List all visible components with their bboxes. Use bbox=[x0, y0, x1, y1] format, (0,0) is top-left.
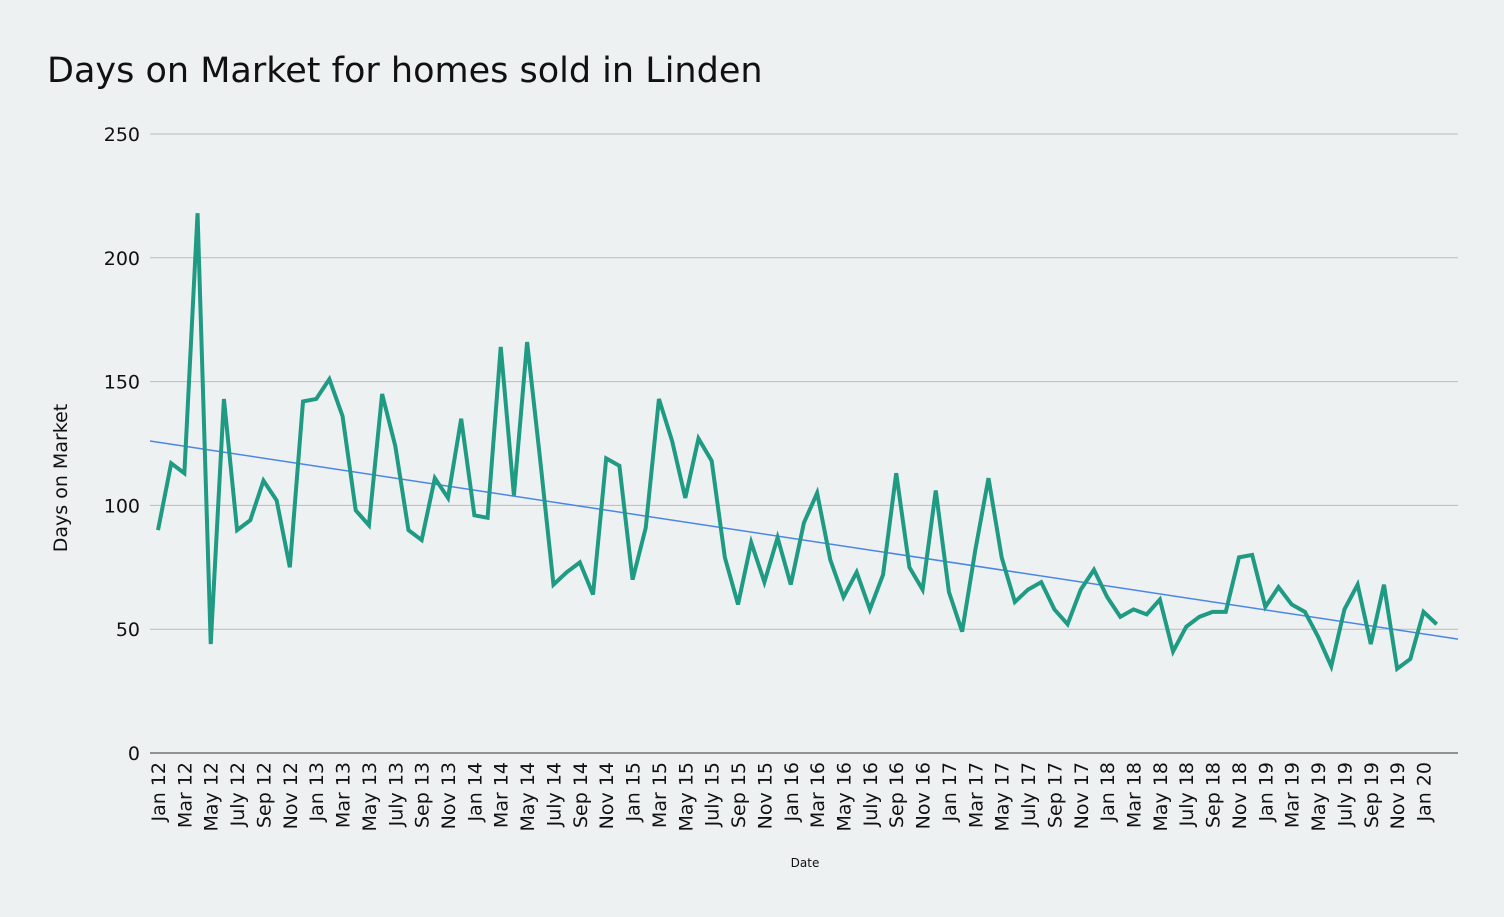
x-tick-label: Sep 15 bbox=[728, 762, 750, 828]
x-tick-label: Mar 15 bbox=[649, 762, 671, 828]
x-tick-label: Mar 16 bbox=[807, 762, 829, 828]
x-tick-label: Jan 15 bbox=[623, 762, 645, 823]
data-line bbox=[156, 213, 1439, 673]
x-tick-label: Nov 14 bbox=[596, 762, 618, 829]
x-tick-label: Nov 16 bbox=[913, 762, 935, 829]
x-tick-label: Nov 19 bbox=[1387, 762, 1409, 829]
x-tick-label: Jan 17 bbox=[939, 762, 961, 823]
x-tick-label: July 12 bbox=[227, 762, 249, 827]
x-tick-label: Mar 19 bbox=[1282, 762, 1304, 828]
x-tick-label: May 15 bbox=[675, 762, 697, 832]
x-tick-label: May 13 bbox=[359, 762, 381, 832]
x-tick-label: May 16 bbox=[833, 762, 855, 832]
x-tick-label: May 14 bbox=[517, 762, 539, 832]
x-tick-label: May 12 bbox=[201, 762, 223, 832]
x-tick-label: Mar 14 bbox=[491, 762, 513, 828]
x-tick-label: Nov 15 bbox=[754, 762, 776, 829]
x-tick-label: Jan 18 bbox=[1097, 762, 1119, 823]
x-tick-label: Sep 19 bbox=[1361, 762, 1383, 828]
x-tick-label: Mar 13 bbox=[333, 762, 355, 828]
x-tick-label: July 19 bbox=[1334, 762, 1356, 827]
x-axis-label: Date bbox=[791, 856, 820, 870]
y-tick-label: 50 bbox=[116, 619, 140, 641]
y-tick-label: 150 bbox=[104, 372, 140, 394]
x-tick-label: July 13 bbox=[385, 762, 407, 827]
x-tick-label: Jan 19 bbox=[1255, 762, 1277, 823]
x-tick-label: Sep 13 bbox=[412, 762, 434, 828]
x-tick-label: Sep 17 bbox=[1044, 762, 1066, 828]
x-tick-label: July 14 bbox=[543, 762, 565, 827]
y-tick-label: 250 bbox=[104, 124, 140, 146]
x-tick-label: July 17 bbox=[1018, 762, 1040, 827]
x-tick-label: May 19 bbox=[1308, 762, 1330, 832]
x-tick-label: Jan 13 bbox=[306, 762, 328, 823]
x-tick-label: Mar 12 bbox=[174, 762, 196, 828]
x-tick-label: Mar 17 bbox=[965, 762, 987, 828]
x-tick-label: Jan 20 bbox=[1414, 762, 1436, 823]
x-tick-label: May 18 bbox=[1150, 762, 1172, 832]
x-tick-label: Sep 14 bbox=[570, 762, 592, 828]
x-tick-label: Jan 14 bbox=[464, 762, 486, 823]
x-tick-label: Sep 18 bbox=[1203, 762, 1225, 828]
x-tick-label: July 15 bbox=[702, 762, 724, 827]
y-tick-label: 0 bbox=[128, 743, 140, 765]
y-tick-label: 100 bbox=[104, 495, 140, 517]
x-tick-label: Jan 16 bbox=[781, 762, 803, 823]
x-tick-label: Jan 12 bbox=[148, 762, 170, 823]
x-tick-label: July 18 bbox=[1176, 762, 1198, 827]
trendline bbox=[149, 440, 1459, 640]
x-tick-label: May 17 bbox=[992, 762, 1014, 832]
x-tick-label: Nov 17 bbox=[1071, 762, 1093, 829]
y-axis-label: Days on Market bbox=[50, 404, 72, 552]
x-tick-label: July 16 bbox=[860, 762, 882, 827]
x-tick-label: Sep 16 bbox=[886, 762, 908, 828]
chart-title: Days on Market for homes sold in Linden bbox=[47, 51, 763, 91]
x-tick-label: Nov 18 bbox=[1229, 762, 1251, 829]
x-tick-label: Sep 12 bbox=[253, 762, 275, 828]
y-tick-label: 200 bbox=[104, 248, 140, 270]
x-tick-label: Mar 18 bbox=[1124, 762, 1146, 828]
x-tick-label: Nov 12 bbox=[280, 762, 302, 829]
x-tick-label: Nov 13 bbox=[438, 762, 460, 829]
